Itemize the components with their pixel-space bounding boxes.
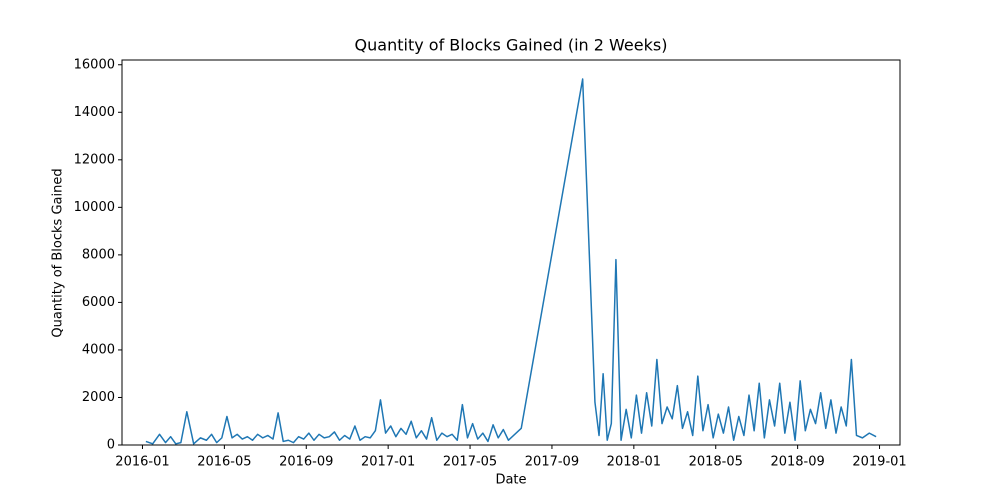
x-tick-label: 2018-09	[770, 455, 824, 470]
plot-frame	[121, 59, 901, 446]
y-tick-label: 2000	[82, 390, 115, 405]
y-tick-label: 12000	[74, 152, 115, 167]
x-tick-label: 2018-01	[607, 455, 661, 470]
x-tick-label: 2018-05	[689, 455, 743, 470]
x-tick-label: 2016-05	[197, 455, 251, 470]
x-tick-label: 2016-09	[279, 455, 333, 470]
y-tick-label: 6000	[82, 295, 115, 310]
y-axis-label: Quantity of Blocks Gained	[51, 168, 66, 337]
y-tick-label: 4000	[82, 342, 115, 357]
x-tick-label: 2016-01	[115, 455, 169, 470]
x-axis-label: Date	[495, 473, 526, 488]
y-tick-label: 16000	[74, 57, 115, 72]
y-tick-label: 0	[107, 438, 115, 453]
x-tick-label: 2017-09	[525, 455, 579, 470]
chart-title: Quantity of Blocks Gained (in 2 Weeks)	[355, 36, 668, 55]
y-tick-label: 8000	[82, 247, 115, 262]
x-tick-label: 2017-01	[361, 455, 415, 470]
data-line	[145, 78, 877, 445]
y-tick-label: 14000	[74, 105, 115, 120]
x-tick-label: 2017-05	[443, 455, 497, 470]
x-tick-label: 2019-01	[852, 455, 906, 470]
y-tick-label: 10000	[74, 200, 115, 215]
